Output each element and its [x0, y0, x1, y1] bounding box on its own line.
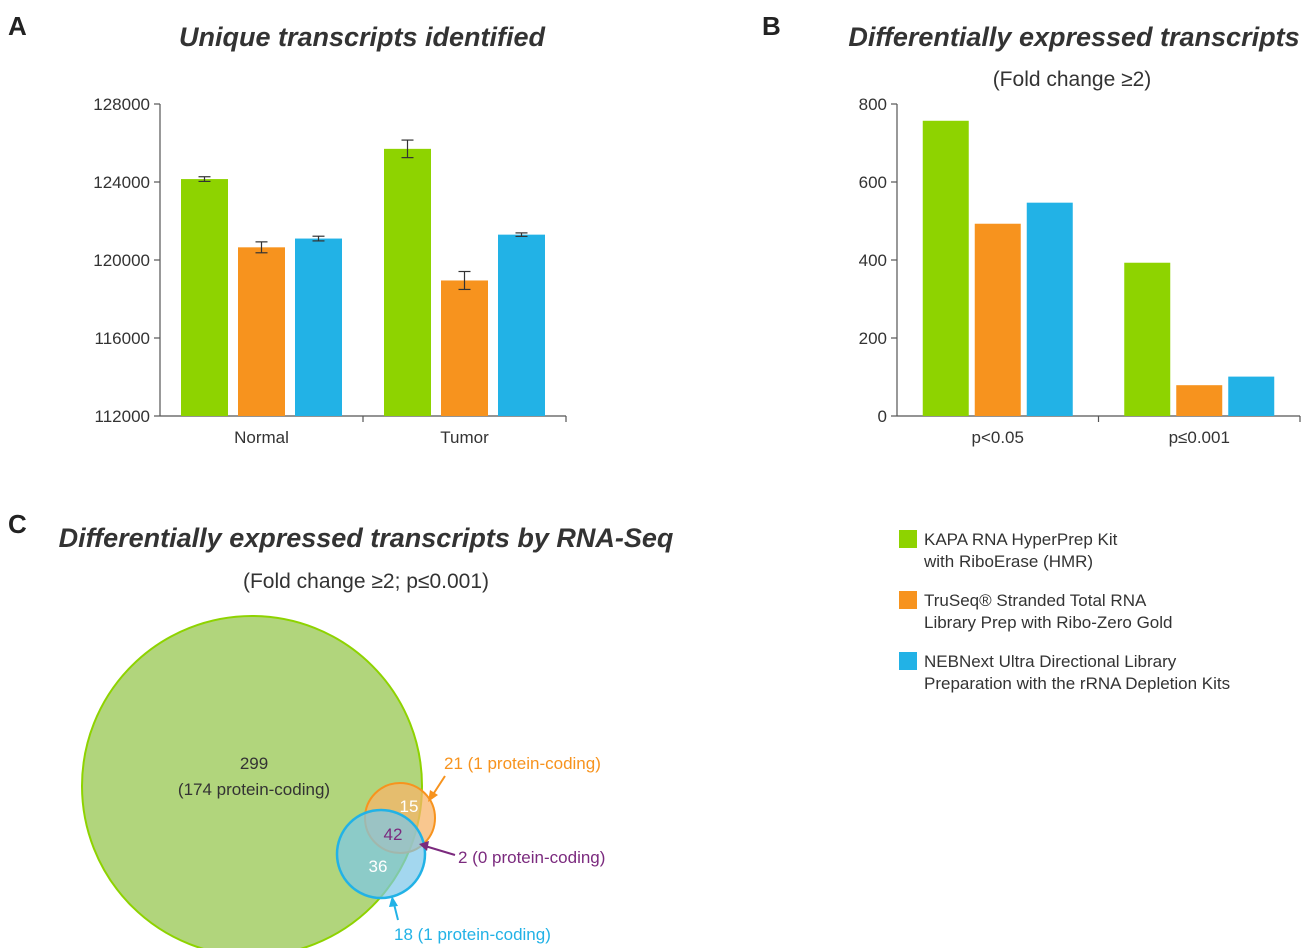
y-tick-label: 128000: [93, 95, 150, 114]
y-tick-label: 400: [859, 251, 887, 270]
panel-b-letter: B: [762, 11, 781, 41]
bar-kapa-1: [384, 148, 431, 416]
legend-swatch-kapa: [899, 530, 917, 548]
bar-nebnext-1: [1228, 376, 1275, 416]
legend-text-kapa: KAPA RNA HyperPrep Kit: [924, 530, 1118, 549]
bar-nebnext-0: [295, 238, 342, 416]
nebnext-callout-line: [393, 903, 399, 921]
panel-c-title: Differentially expressed transcripts by …: [59, 523, 674, 553]
venn-nebnext-overlap: 36: [369, 857, 388, 876]
legend: KAPA RNA HyperPrep Kit with RiboErase (HM…: [899, 530, 1230, 693]
y-tick-label: 600: [859, 173, 887, 192]
venn-truseq-unique-label: 21 (1 protein-coding): [444, 754, 601, 773]
chart-a: 112000 116000 120000 124000 128000 Normal Tumo…: [93, 95, 567, 447]
venn-kapa-sub: (174 protein-coding): [178, 780, 330, 799]
y-tick-label: 112000: [95, 407, 150, 426]
x-category-label: p<0.05: [972, 428, 1024, 447]
legend-text-nebnext: NEBNext Ultra Directional Library: [924, 652, 1177, 671]
bar-truseq-1: [1176, 385, 1223, 416]
venn-truseq-overlap: 15: [400, 797, 419, 816]
venn-all-overlap: 42: [384, 825, 403, 844]
legend-swatch-nebnext: [899, 652, 917, 670]
bar-kapa-0: [181, 179, 228, 416]
y-tick-label: 200: [859, 329, 887, 348]
y-tick-label: 116000: [95, 329, 150, 348]
legend-text-truseq: Library Prep with Ribo-Zero Gold: [924, 613, 1172, 632]
panel-c-subtitle: (Fold change ≥2; p≤0.001): [243, 570, 489, 593]
bar-kapa-1: [1124, 262, 1171, 416]
venn-pair-only-label: 2 (0 protein-coding): [458, 848, 605, 867]
chart-b: 0 200 400 600 800 p<0.05 p≤0.001: [859, 95, 1301, 447]
bar-truseq-0: [974, 223, 1021, 416]
legend-text-nebnext: Preparation with the rRNA Depletion Kits: [924, 674, 1230, 693]
panel-a-letter: A: [8, 11, 27, 41]
bar-truseq-0: [238, 247, 285, 416]
venn-circle-kapa: [81, 615, 423, 948]
panel-b-subtitle: (Fold change ≥2): [993, 68, 1152, 91]
legend-text-truseq: TruSeq® Stranded Total RNA: [924, 591, 1147, 610]
legend-swatch-truseq: [899, 591, 917, 609]
y-tick-label: 0: [878, 407, 887, 426]
venn-diagram: 299 (174 protein-coding) 15 42 36 21 (1 …: [81, 615, 605, 948]
legend-text-kapa: with RiboErase (HMR): [923, 552, 1093, 571]
venn-nebnext-unique-label: 18 (1 protein-coding): [394, 925, 551, 944]
x-category-label: Normal: [234, 428, 289, 447]
y-tick-label: 124000: [93, 173, 150, 192]
x-category-label: p≤0.001: [1169, 428, 1230, 447]
bar-kapa-0: [922, 120, 969, 417]
panel-c-letter: C: [8, 509, 27, 539]
venn-kapa-count: 299: [240, 754, 268, 773]
bar-truseq-1: [441, 280, 488, 416]
nebnext-callout-arrow: [389, 896, 398, 907]
venn-circle-nebnext: [335, 808, 427, 900]
bar-nebnext-1: [498, 234, 545, 416]
y-tick-label: 800: [859, 95, 887, 114]
y-tick-label: 120000: [93, 251, 150, 270]
pair-callout-arrow: [419, 841, 429, 851]
panel-a-title: Unique transcripts identified: [179, 22, 546, 52]
panel-b-title: Differentially expressed transcripts: [848, 22, 1299, 52]
pair-callout-line: [424, 845, 456, 856]
bar-nebnext-0: [1026, 202, 1073, 416]
x-category-label: Tumor: [440, 428, 489, 447]
truseq-callout-arrow: [428, 790, 438, 802]
